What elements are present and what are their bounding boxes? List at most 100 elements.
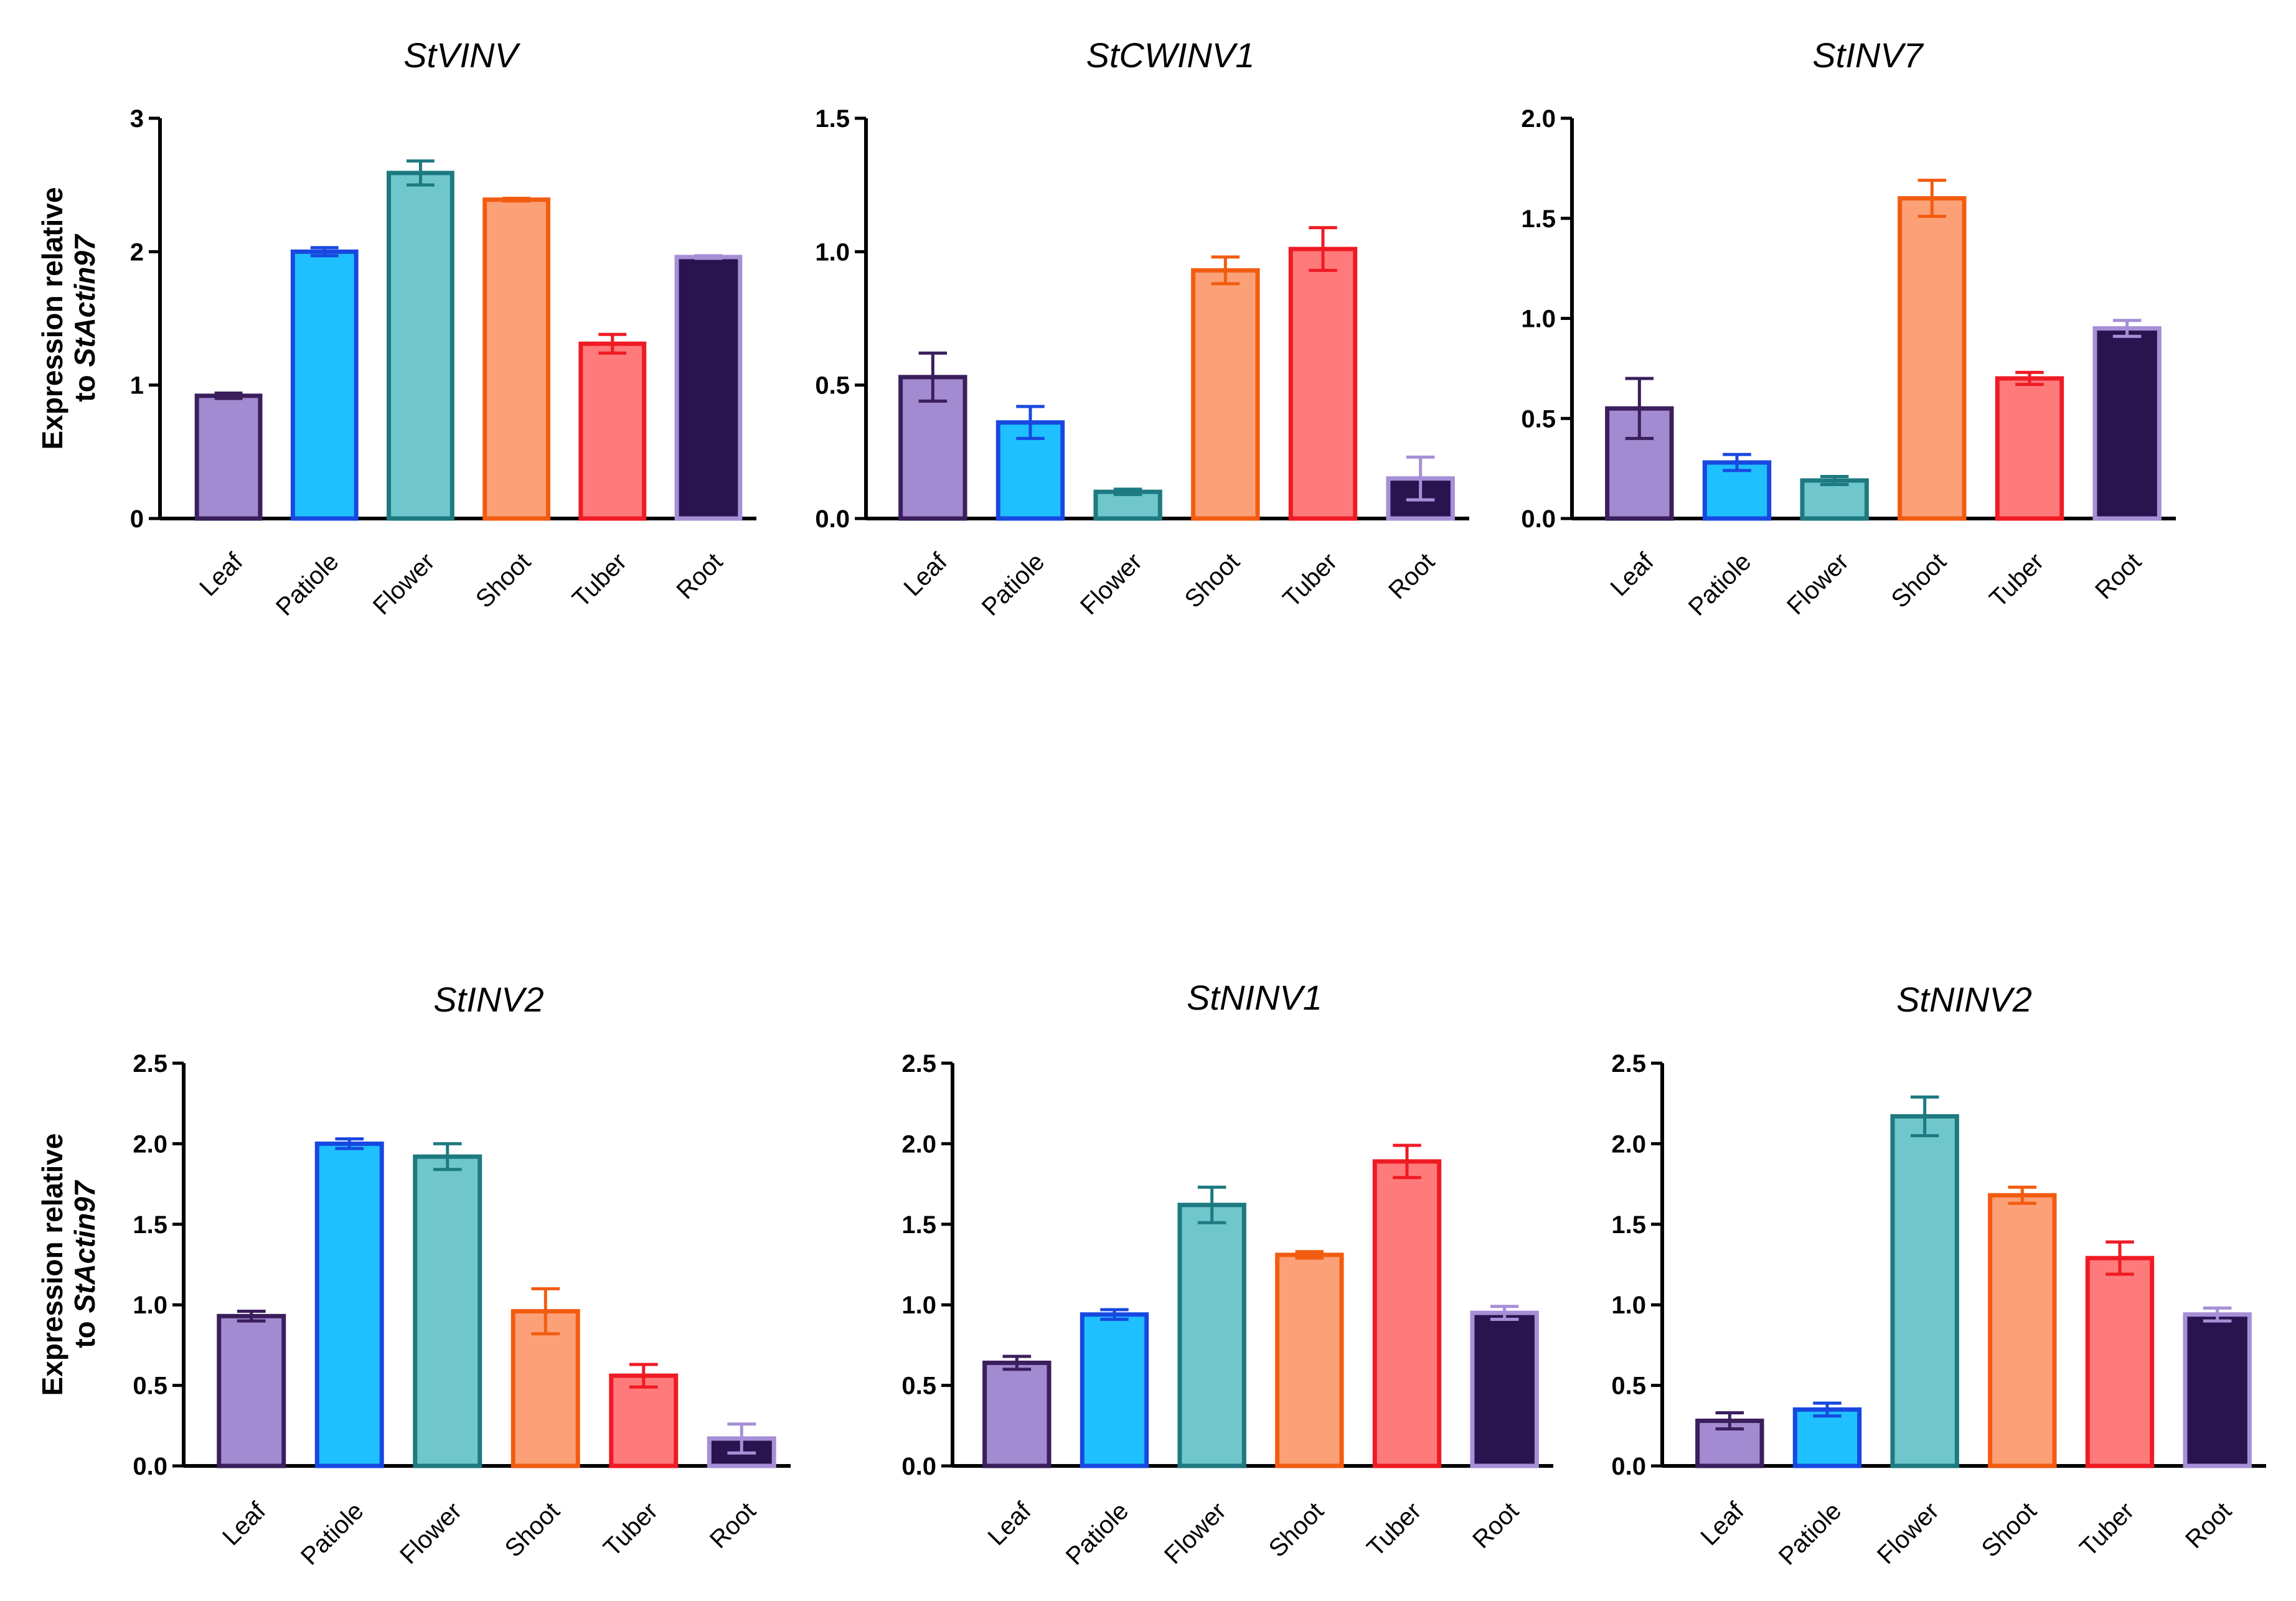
- bar-shoot: [482, 197, 550, 521]
- category-label: Flower: [1159, 1497, 1231, 1569]
- error-bar: [1100, 1308, 1129, 1321]
- bar-tuber: [1372, 1159, 1442, 1468]
- chart-panel-StVINV: StVINV 0 1 2 3 Leaf Patiole Flower Shoot Tuber Roo…: [36, 35, 756, 621]
- y-tick-label: 1.5: [901, 1211, 936, 1239]
- error-bar: [1016, 405, 1045, 440]
- bar-shoot: [510, 1309, 580, 1468]
- error-bar: [407, 159, 435, 187]
- y-tick-label: 0.0: [815, 505, 850, 533]
- error-bar: [433, 1142, 462, 1171]
- category-label: Leaf: [1606, 548, 1660, 602]
- category-label: Tuber: [1984, 548, 2049, 613]
- bar-root: [1470, 1310, 1539, 1468]
- y-tick-label: 0.0: [133, 1453, 167, 1480]
- error-bar: [1197, 1185, 1226, 1224]
- category-label: Leaf: [194, 548, 248, 602]
- category-label: Root: [705, 1497, 761, 1554]
- error-bar: [1393, 1143, 1421, 1180]
- bar-flower: [413, 1154, 482, 1468]
- chart-title: StNINV1: [1187, 978, 1322, 1017]
- category-label: Root: [1383, 548, 1440, 604]
- error-bar: [1406, 455, 1435, 502]
- category-label: Leaf: [983, 1497, 1037, 1551]
- error-bar: [2015, 370, 2044, 387]
- error-bar: [1211, 255, 1240, 286]
- category-label: Shoot: [500, 1497, 565, 1562]
- chart-title: StNINV2: [1896, 980, 2032, 1019]
- bar-tuber: [609, 1373, 679, 1468]
- error-bar: [1625, 377, 1654, 440]
- category-label: Shoot: [1180, 548, 1245, 613]
- bar-flower: [1890, 1114, 1959, 1468]
- chart-title: StINV7: [1812, 35, 1924, 75]
- bar-root: [2092, 326, 2162, 521]
- y-tick-label: 0.0: [901, 1453, 936, 1480]
- y-tick-label: 0.5: [133, 1373, 167, 1400]
- y-axis-label: Expression relative: [36, 1134, 68, 1396]
- y-tick-label: 3: [130, 105, 144, 133]
- bar-shoot: [1898, 196, 1967, 521]
- error-bar: [2105, 1240, 2134, 1276]
- chart-panel-StCWINV1: StCWINV1 0.0 0.5 1.0 1.5 Leaf Patiole Flower Sho…: [815, 35, 1469, 621]
- category-label: Patiole: [1061, 1497, 1134, 1570]
- bar-patiole: [290, 249, 359, 521]
- y-tick-label: 0: [130, 505, 144, 533]
- category-label: Tuber: [1277, 548, 1342, 613]
- bar-patiole: [1792, 1407, 1862, 1468]
- bar-tuber: [1288, 246, 1358, 521]
- bar-tuber: [1995, 376, 2064, 521]
- error-bar: [598, 332, 627, 355]
- y-tick-label: 2.0: [901, 1130, 936, 1158]
- bar-flower: [1177, 1203, 1246, 1468]
- error-bar: [1490, 1305, 1519, 1321]
- category-label: Patiole: [1683, 548, 1757, 621]
- category-label: Patiole: [271, 548, 344, 621]
- category-label: Leaf: [899, 548, 953, 602]
- y-tick-label: 2.0: [1611, 1130, 1646, 1158]
- y-tick-label: 1.0: [1521, 306, 1556, 333]
- error-bar: [1295, 1250, 1324, 1260]
- category-label: Flower: [368, 548, 440, 620]
- y-tick-label: 1.0: [1611, 1292, 1646, 1319]
- y-tick-label: 2.0: [1521, 105, 1556, 133]
- error-bar: [531, 1287, 560, 1336]
- bar-leaf: [194, 393, 263, 521]
- bar-leaf: [982, 1360, 1052, 1468]
- error-bar: [1910, 1095, 1939, 1137]
- category-label: Root: [2090, 548, 2147, 604]
- bar-leaf: [217, 1313, 286, 1468]
- y-tick-label: 0.0: [1521, 505, 1556, 533]
- error-bar: [1917, 179, 1947, 218]
- error-bar: [2112, 319, 2142, 338]
- error-bar: [2203, 1306, 2232, 1323]
- error-bar: [727, 1422, 756, 1455]
- y-tick-label: 1.5: [1611, 1211, 1646, 1239]
- bar-shoot: [1988, 1193, 2057, 1468]
- error-bar: [502, 197, 530, 203]
- category-label: Tuber: [1362, 1497, 1426, 1562]
- chart-panel-StINV2: StINV2 0.0 0.5 1.0 1.5 2.0 2.5 Leaf Patiole Flowe…: [36, 980, 791, 1570]
- category-label: Tuber: [2074, 1497, 2139, 1562]
- y-tick-label: 2: [130, 238, 144, 266]
- y-tick-label: 1.0: [133, 1292, 167, 1319]
- bar-patiole: [314, 1141, 384, 1468]
- error-bar: [237, 1310, 266, 1323]
- error-bar: [1820, 474, 1849, 486]
- chart-title: StINV2: [433, 980, 543, 1019]
- y-tick-label: 0.0: [1611, 1453, 1646, 1480]
- bar-root: [674, 255, 743, 521]
- category-label: Shoot: [1264, 1497, 1329, 1562]
- y-tick-label: 1: [130, 372, 144, 400]
- y-tick-label: 2.5: [901, 1050, 936, 1078]
- error-bar: [214, 392, 243, 400]
- category-label: Shoot: [471, 548, 536, 613]
- bar-shoot: [1191, 268, 1260, 521]
- y-tick-label: 0.5: [1521, 405, 1556, 433]
- error-bar: [1113, 487, 1142, 496]
- category-label: Root: [1467, 1497, 1524, 1554]
- error-bar: [310, 246, 339, 258]
- y-tick-label: 1.5: [815, 105, 850, 133]
- category-label: Leaf: [217, 1497, 271, 1551]
- y-axis-label-gene: to StActin97: [68, 1180, 101, 1348]
